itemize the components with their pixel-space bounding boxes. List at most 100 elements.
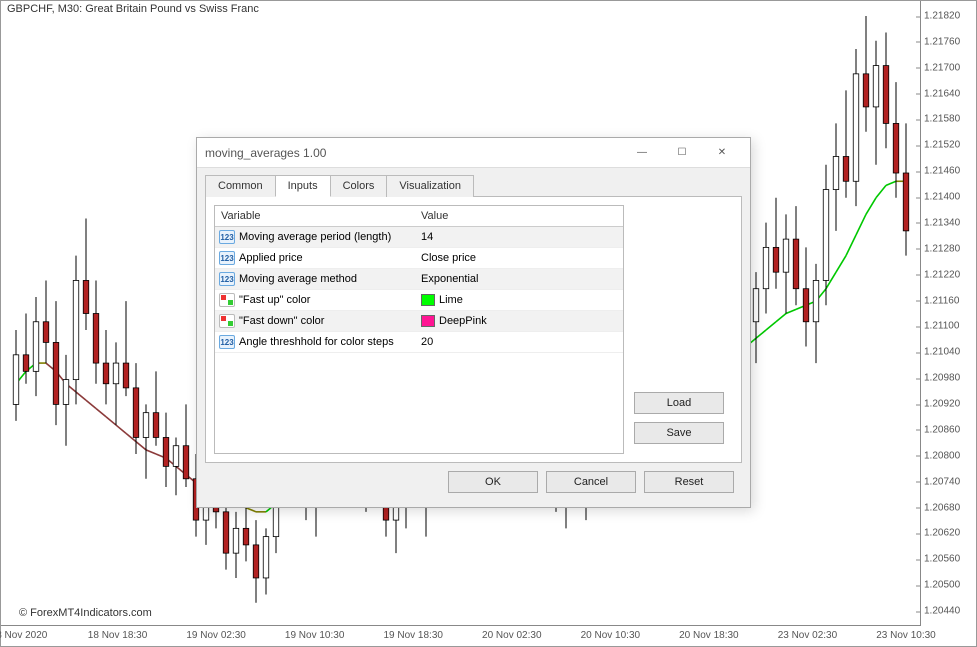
table-row[interactable]: "Fast up" color Lime <box>215 290 623 311</box>
variable-label: Moving average period (length) <box>239 231 391 243</box>
price-tick: 1.20860 <box>924 424 960 435</box>
price-tick: 1.21580 <box>924 114 960 125</box>
color-swatch <box>421 315 435 327</box>
time-tick: 23 Nov 10:30 <box>876 630 936 641</box>
chart-title: GBPCHF, M30: Great Britain Pound vs Swis… <box>7 3 259 15</box>
value-text: 20 <box>421 336 433 348</box>
side-buttons: Load Save <box>634 205 724 454</box>
dialog-title: moving_averages 1.00 <box>205 146 622 160</box>
color-type-icon <box>219 314 235 328</box>
header-variable[interactable]: Variable <box>215 206 415 226</box>
price-tick: 1.20800 <box>924 450 960 461</box>
value-cell[interactable]: Lime <box>415 290 623 310</box>
variable-cell: 123 Moving average period (length) <box>215 227 415 247</box>
variable-label: "Fast down" color <box>239 315 324 327</box>
price-tick: 1.21400 <box>924 192 960 203</box>
table-row[interactable]: 123 Moving average period (length) 14 <box>215 227 623 248</box>
variable-cell: "Fast down" color <box>215 311 415 331</box>
value-text: 14 <box>421 231 433 243</box>
variable-cell: 123 Angle threshhold for color steps <box>215 332 415 352</box>
tab-visualization[interactable]: Visualization <box>386 175 474 197</box>
price-tick: 1.21520 <box>924 140 960 151</box>
value-text: Close price <box>421 252 476 264</box>
price-tick: 1.21340 <box>924 217 960 228</box>
table-header: Variable Value <box>215 206 623 227</box>
tab-inputs[interactable]: Inputs <box>275 175 331 197</box>
load-button[interactable]: Load <box>634 392 724 414</box>
maximize-button[interactable]: ☐ <box>662 139 702 167</box>
time-tick: 20 Nov 02:30 <box>482 630 542 641</box>
number-type-icon: 123 <box>219 251 235 265</box>
price-tick: 1.21820 <box>924 11 960 22</box>
reset-button[interactable]: Reset <box>644 471 734 493</box>
price-tick: 1.21640 <box>924 88 960 99</box>
value-cell[interactable]: DeepPink <box>415 311 623 331</box>
price-tick: 1.20980 <box>924 373 960 384</box>
variable-label: Moving average method <box>239 273 357 285</box>
price-tick: 1.21100 <box>924 321 959 332</box>
value-text: DeepPink <box>439 315 487 327</box>
tab-colors[interactable]: Colors <box>330 175 388 197</box>
variable-cell: 123 Moving average method <box>215 269 415 289</box>
price-tick: 1.21280 <box>924 243 960 254</box>
variable-label: Angle threshhold for color steps <box>239 336 394 348</box>
price-tick: 1.20740 <box>924 476 960 487</box>
variable-label: "Fast up" color <box>239 294 310 306</box>
ok-button[interactable]: OK <box>448 471 538 493</box>
variable-label: Applied price <box>239 252 303 264</box>
number-type-icon: 123 <box>219 272 235 286</box>
time-tick: 18 Nov 2020 <box>0 630 47 641</box>
cancel-button[interactable]: Cancel <box>546 471 636 493</box>
value-text: Exponential <box>421 273 479 285</box>
price-axis: 1.21820 1.21760 1.21700 1.21640 1.21580 1.215… <box>920 1 976 626</box>
value-cell[interactable]: 14 <box>415 227 623 247</box>
value-cell[interactable]: Exponential <box>415 269 623 289</box>
tab-body-inputs: Variable Value 123 Moving average period … <box>205 196 742 463</box>
price-tick: 1.20680 <box>924 502 960 513</box>
color-type-icon <box>219 293 235 307</box>
time-tick: 20 Nov 10:30 <box>581 630 641 641</box>
table-row[interactable]: 123 Moving average method Exponential <box>215 269 623 290</box>
time-axis: 18 Nov 2020 18 Nov 18:30 19 Nov 02:30 19 No… <box>1 626 921 646</box>
price-tick: 1.20620 <box>924 528 960 539</box>
price-tick: 1.21220 <box>924 269 960 280</box>
value-text: Lime <box>439 294 463 306</box>
table-row[interactable]: "Fast down" color DeepPink <box>215 311 623 332</box>
time-tick: 20 Nov 18:30 <box>679 630 739 641</box>
dialog-titlebar[interactable]: moving_averages 1.00 — ☐ ✕ <box>197 138 750 168</box>
header-value[interactable]: Value <box>415 206 623 226</box>
dialog-tabs: CommonInputsColorsVisualization <box>197 168 750 196</box>
variable-cell: "Fast up" color <box>215 290 415 310</box>
time-tick: 19 Nov 18:30 <box>383 630 443 641</box>
price-tick: 1.21460 <box>924 166 960 177</box>
color-swatch <box>421 294 435 306</box>
time-tick: 19 Nov 10:30 <box>285 630 345 641</box>
value-cell[interactable]: 20 <box>415 332 623 352</box>
tab-common[interactable]: Common <box>205 175 276 197</box>
price-tick: 1.20440 <box>924 606 960 617</box>
price-tick: 1.21700 <box>924 62 960 73</box>
number-type-icon: 123 <box>219 335 235 349</box>
value-cell[interactable]: Close price <box>415 248 623 268</box>
time-tick: 18 Nov 18:30 <box>88 630 148 641</box>
inputs-table[interactable]: Variable Value 123 Moving average period … <box>214 205 624 454</box>
minimize-button[interactable]: — <box>622 139 662 167</box>
dialog-footer: OK Cancel Reset <box>197 471 750 507</box>
time-tick: 19 Nov 02:30 <box>186 630 246 641</box>
indicator-settings-dialog: moving_averages 1.00 — ☐ ✕ CommonInputsC… <box>196 137 751 508</box>
price-tick: 1.21160 <box>924 295 959 306</box>
copyright-label: © ForexMT4Indicators.com <box>19 607 152 619</box>
table-row[interactable]: 123 Applied price Close price <box>215 248 623 269</box>
price-tick: 1.21760 <box>924 36 960 47</box>
close-button[interactable]: ✕ <box>702 139 742 167</box>
price-tick: 1.20560 <box>924 554 960 565</box>
save-button[interactable]: Save <box>634 422 724 444</box>
table-blank-area <box>215 353 623 453</box>
price-tick: 1.21040 <box>924 347 960 358</box>
price-tick: 1.20500 <box>924 580 960 591</box>
number-type-icon: 123 <box>219 230 235 244</box>
variable-cell: 123 Applied price <box>215 248 415 268</box>
table-row[interactable]: 123 Angle threshhold for color steps 20 <box>215 332 623 353</box>
time-tick: 23 Nov 02:30 <box>778 630 838 641</box>
price-tick: 1.20920 <box>924 399 960 410</box>
